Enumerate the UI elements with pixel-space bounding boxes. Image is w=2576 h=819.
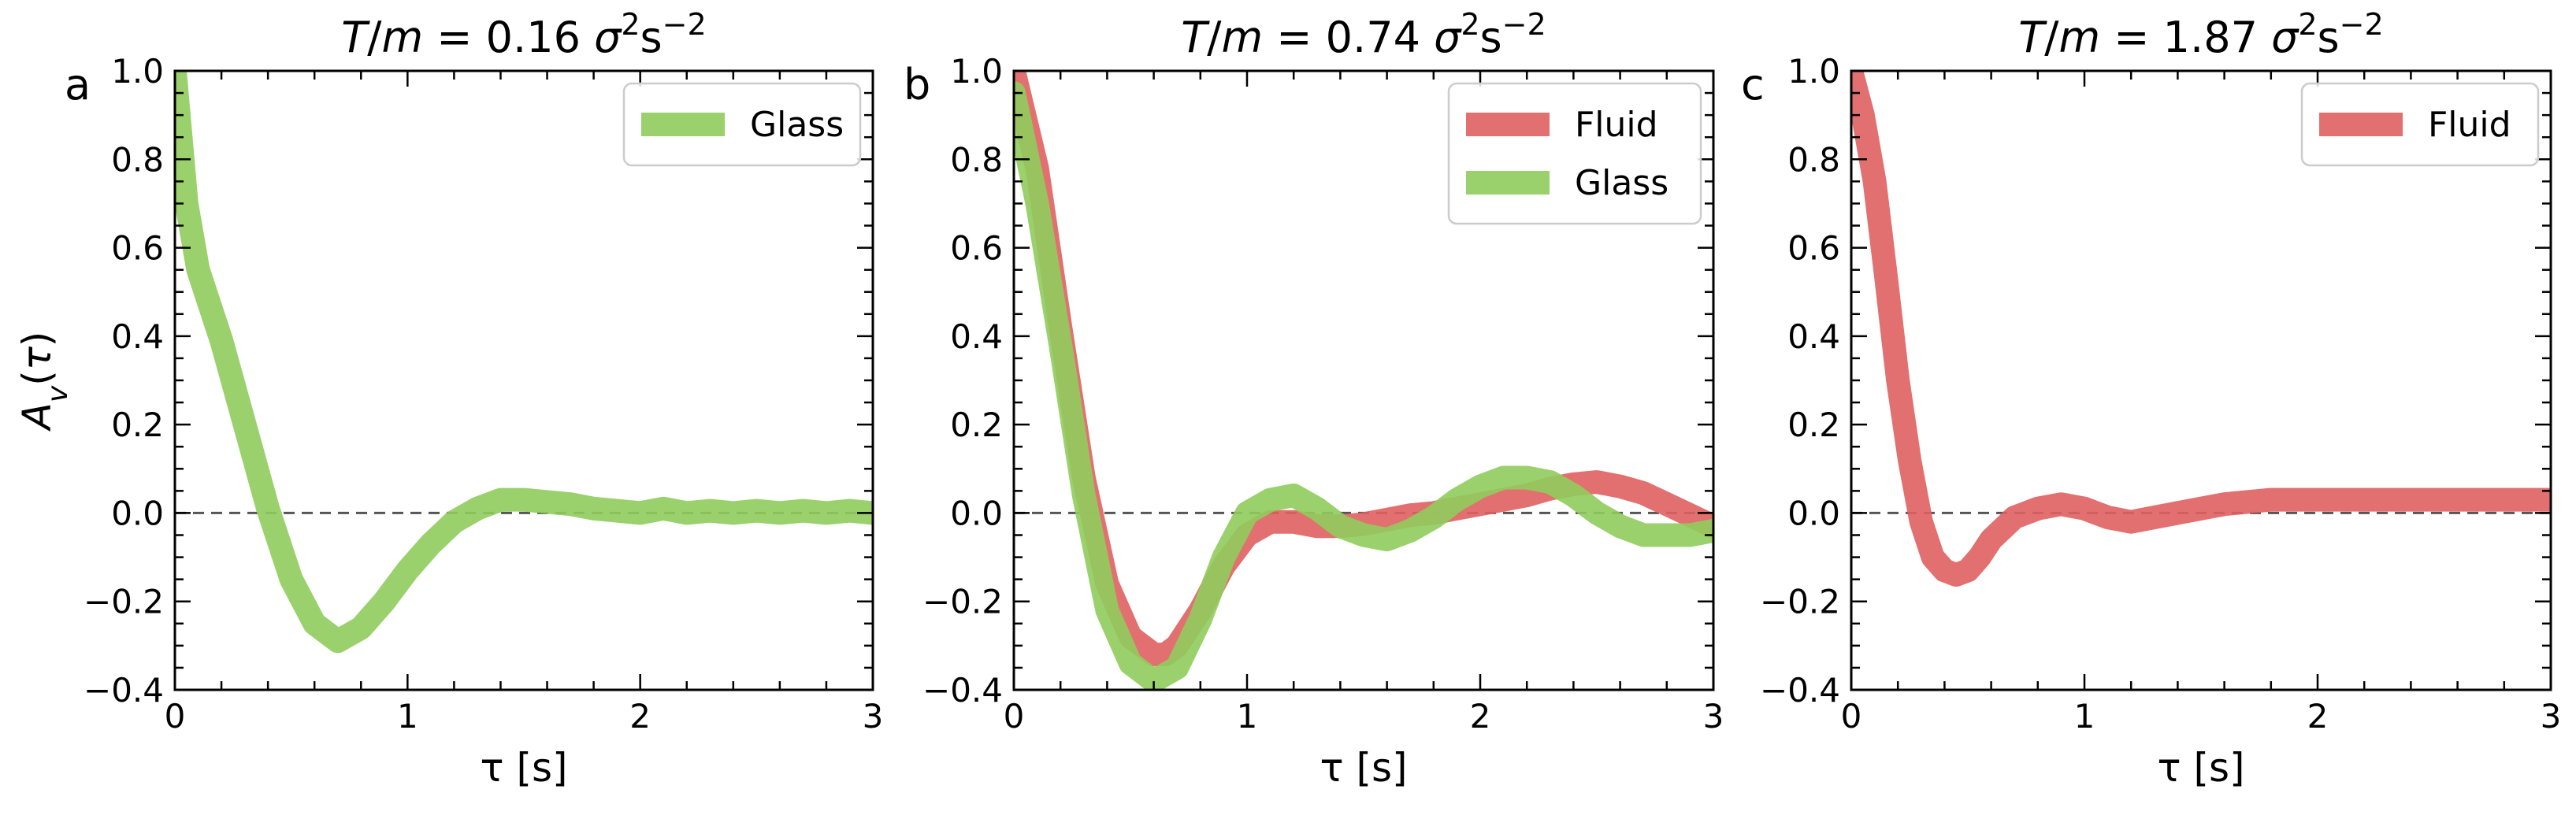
legend-box: [622, 82, 862, 167]
panel-letter: a: [65, 60, 91, 109]
y-tick-label: 0.8: [111, 140, 164, 179]
y-tick-label: 0.2: [950, 406, 1003, 444]
x-axis-label: τ [s]: [2157, 745, 2244, 791]
series-group: [175, 71, 873, 654]
y-tick-label: −0.2: [84, 583, 164, 621]
y-tick-label: 1.0: [111, 52, 164, 91]
legend-label-glass: Glass: [750, 105, 844, 145]
x-tick-label: 3: [863, 697, 884, 736]
x-tick-label: 3: [2541, 697, 2562, 736]
panel-title: T/m = 0.16 σ2s−2: [341, 7, 706, 62]
legend-label-fluid: Fluid: [2428, 105, 2511, 145]
panel-letter: c: [1741, 60, 1765, 109]
panel-title: T/m = 0.74 σ2s−2: [1181, 7, 1546, 62]
y-tick-label: −0.2: [922, 583, 1003, 621]
series-line-fluid: [1851, 71, 2551, 587]
y-tick-label: 0.6: [1787, 229, 1840, 268]
y-tick-label: 0.8: [1787, 140, 1840, 179]
y-tick-label: 1.0: [950, 52, 1003, 91]
legend: Glass: [622, 82, 862, 167]
legend-label-glass: Glass: [1575, 163, 1668, 203]
x-axis-label: τ [s]: [480, 745, 567, 791]
series-line-glass: [175, 71, 873, 654]
y-tick-label: 0.0: [1787, 494, 1840, 532]
y-axis-label: Av(τ): [14, 332, 74, 432]
y-tick-label: 0.2: [1787, 406, 1840, 444]
x-tick-label: 3: [1703, 697, 1724, 736]
y-tick-label: 0.4: [950, 317, 1003, 356]
x-tick-label: 2: [629, 697, 651, 736]
y-tick-label: 0.4: [1787, 317, 1840, 356]
y-tick-label: −0.4: [84, 671, 164, 710]
x-tick-label: 1: [397, 697, 418, 736]
x-tick-label: 2: [1470, 697, 1491, 736]
panel-a: 0 1 2 3 −0.4 −0.2 0.0 0.2 0.4 0.6 0.8 1.0 τ [s] a T/m …: [65, 7, 883, 791]
y-tick-label: 0.0: [950, 494, 1003, 532]
panel-c: 0 1 2 3 −0.4 −0.2 0.0 0.2 0.4 0.6 0.8 1.0 τ [s] c T/m …: [1741, 7, 2561, 791]
y-tick-label: −0.4: [922, 671, 1003, 710]
panel-b: 0 1 2 3 −0.4 −0.2 0.0 0.2 0.4 0.6 0.8 1.0 τ [s] b T/m …: [904, 7, 1724, 791]
y-tick-label: 0.4: [111, 317, 164, 356]
legend: Fluid Glass: [1447, 82, 1702, 225]
y-tick-label: 0.6: [950, 229, 1003, 268]
y-tick-label: 0.8: [950, 140, 1003, 179]
x-axis-label: τ [s]: [1320, 745, 1407, 791]
series-group: [1014, 71, 1713, 690]
y-tick-label: 0.2: [111, 406, 164, 444]
y-tick-label: 0.0: [111, 494, 164, 532]
panel-letter: b: [904, 60, 930, 109]
series-group: [1851, 71, 2551, 587]
legend-label-fluid: Fluid: [1575, 105, 1658, 145]
x-tick-label: 1: [1237, 697, 1258, 736]
y-tick-label: −0.4: [1760, 671, 1840, 710]
panel-title: T/m = 1.87 σ2s−2: [2018, 7, 2383, 62]
x-tick-label: 0: [165, 697, 186, 736]
legend-box: [2300, 82, 2540, 167]
x-tick-label: 0: [1004, 697, 1025, 736]
series-line-glass: [1014, 81, 1713, 690]
y-tick-label: 0.6: [111, 229, 164, 268]
x-tick-label: 2: [2307, 697, 2329, 736]
x-tick-label: 0: [1841, 697, 1862, 736]
y-tick-label: 1.0: [1787, 52, 1840, 91]
y-tick-label: −0.2: [1760, 583, 1840, 621]
x-tick-label: 1: [2074, 697, 2095, 736]
legend: Fluid: [2300, 82, 2540, 167]
